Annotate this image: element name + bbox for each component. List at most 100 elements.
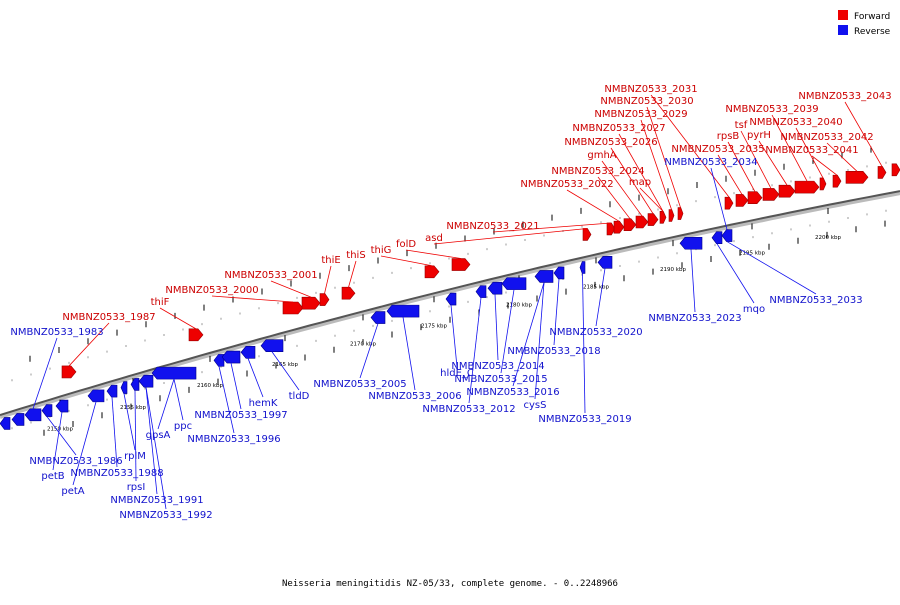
forward-label-leader xyxy=(639,187,664,212)
forward-gene-label: NMBNZ0533_2029 xyxy=(594,109,687,120)
reverse-label-leader xyxy=(173,379,184,421)
reverse-label-leader xyxy=(468,297,482,404)
axis-tick-label: 2150 kbp xyxy=(47,427,73,433)
forward-label-leader xyxy=(597,176,631,219)
reverse-gene-label: mqo xyxy=(743,304,765,315)
forward-label-leader xyxy=(795,127,824,179)
reverse-label-leader xyxy=(218,366,235,434)
forward-label-leader xyxy=(610,147,654,214)
forward-label-leader xyxy=(844,101,883,167)
reverse-gene-26 xyxy=(711,231,723,244)
reverse-gene-label: rplM xyxy=(124,451,146,462)
reverse-label-leader xyxy=(500,289,515,374)
axis-tick-label: 2200 kbp xyxy=(815,235,841,241)
axis-tick-label: 2170 kbp xyxy=(350,341,376,347)
reverse-gene-25 xyxy=(679,236,703,250)
reverse-gene-label: NMBNZ0533_1986 xyxy=(29,456,122,467)
forward-swatch xyxy=(838,10,848,20)
reverse-gene-21 xyxy=(534,270,554,283)
forward-gene-11 xyxy=(623,218,637,231)
reverse-label-leader xyxy=(247,358,264,398)
forward-label-leader xyxy=(348,260,357,288)
legend-forward-label: Forward xyxy=(854,12,891,22)
reverse-gene-20 xyxy=(501,277,527,290)
reverse-gene-label: hemK xyxy=(249,398,278,409)
reverse-label-leader xyxy=(595,268,606,327)
forward-label-leader xyxy=(826,142,858,172)
reverse-label-leader xyxy=(553,278,560,346)
forward-gene-10 xyxy=(613,220,625,234)
forward-gene-label: NMBNZ0533_2000 xyxy=(165,285,258,296)
legend-forward: Forward xyxy=(838,10,890,22)
forward-gene-1 xyxy=(188,328,204,342)
forward-label-leader xyxy=(270,280,312,298)
reverse-label-leader xyxy=(123,393,136,451)
forward-gene-7 xyxy=(451,258,471,271)
forward-gene-24 xyxy=(832,174,842,188)
forward-label-leader xyxy=(771,114,808,182)
reverse-gene-24 xyxy=(597,256,613,269)
forward-label-leader xyxy=(380,255,433,267)
reverse-gene-label: NMBNZ0533_2018 xyxy=(507,346,600,357)
reverse-gene-8 xyxy=(130,378,140,391)
reverse-gene-13 xyxy=(240,346,256,359)
reverse-label-leader xyxy=(145,387,158,495)
forward-gene-label: folD xyxy=(396,239,416,250)
reverse-label-leader xyxy=(111,397,118,468)
forward-gene-26 xyxy=(877,166,887,179)
forward-gene-6 xyxy=(424,265,440,279)
reverse-label-leader xyxy=(52,411,63,471)
forward-label-leader xyxy=(727,141,756,192)
forward-gene-22 xyxy=(794,180,820,194)
genome-backbone xyxy=(0,190,900,416)
reverse-gene-18 xyxy=(475,285,487,298)
forward-gene-19 xyxy=(747,191,763,205)
forward-gene-label: NMBNZ0533_2040 xyxy=(749,117,842,128)
reverse-label-leader xyxy=(710,167,728,230)
reverse-label-leader xyxy=(32,337,58,409)
axis-tick-label: 2180 kbp xyxy=(506,302,532,308)
forward-gene-27 xyxy=(891,163,900,177)
axis-tick-label: 2195 kbp xyxy=(739,250,765,256)
reverse-gene-label: NMBNZ0533_2012 xyxy=(422,404,515,415)
reverse-gene-1 xyxy=(11,413,25,426)
reverse-gene-label: NMBNZ0533_2016 xyxy=(466,387,559,398)
reverse-gene-label: NMBNZ0533_1996 xyxy=(187,434,280,445)
legend-reverse: Reverse xyxy=(838,25,890,37)
forward-gene-23 xyxy=(819,177,827,191)
forward-gene-label: NMBNZ0533_2024 xyxy=(551,166,644,177)
reverse-gene-label: petB xyxy=(41,471,64,482)
forward-label-leader xyxy=(324,265,332,294)
reverse-label-leader xyxy=(359,323,379,379)
reverse-label-leader xyxy=(726,241,817,295)
caption: Neisseria meningitidis NZ-05/33, complet… xyxy=(282,579,618,589)
forward-gene-label: rpsB xyxy=(717,131,740,142)
forward-gene-12 xyxy=(635,215,649,229)
forward-label-leader xyxy=(650,94,730,198)
reverse-gene-label: cysS xyxy=(524,400,547,411)
reverse-label-leader xyxy=(512,282,545,387)
reverse-swatch xyxy=(838,25,848,35)
reverse-gene-22 xyxy=(553,266,565,280)
reverse-gene-0 xyxy=(0,417,11,430)
reverse-gene-27 xyxy=(721,229,733,242)
reverse-label-leader xyxy=(716,243,755,304)
reverse-label-leader xyxy=(271,351,300,391)
reverse-gene-label: NMBNZ0533_2015 xyxy=(454,374,547,385)
reverse-label-leader xyxy=(582,273,586,414)
forward-gene-label: NMBNZ0533_2022 xyxy=(520,179,613,190)
reverse-gene-17 xyxy=(445,292,457,306)
reverse-gene-label: NMBNZ0533_2034 xyxy=(664,157,757,168)
forward-gene-label: thiE xyxy=(321,255,340,266)
forward-gene-label: tsf xyxy=(735,120,748,131)
forward-label-leader xyxy=(159,307,197,330)
forward-gene-17 xyxy=(724,196,734,210)
forward-label-leader xyxy=(211,295,294,303)
reverse-label-leader xyxy=(72,401,97,486)
forward-gene-15 xyxy=(668,209,675,222)
reverse-gene-label: rpsI xyxy=(127,482,146,493)
forward-gene-label: NMBNZ0533_2001 xyxy=(224,270,317,281)
forward-label-leader xyxy=(811,155,838,176)
forward-gene-25 xyxy=(845,170,869,184)
